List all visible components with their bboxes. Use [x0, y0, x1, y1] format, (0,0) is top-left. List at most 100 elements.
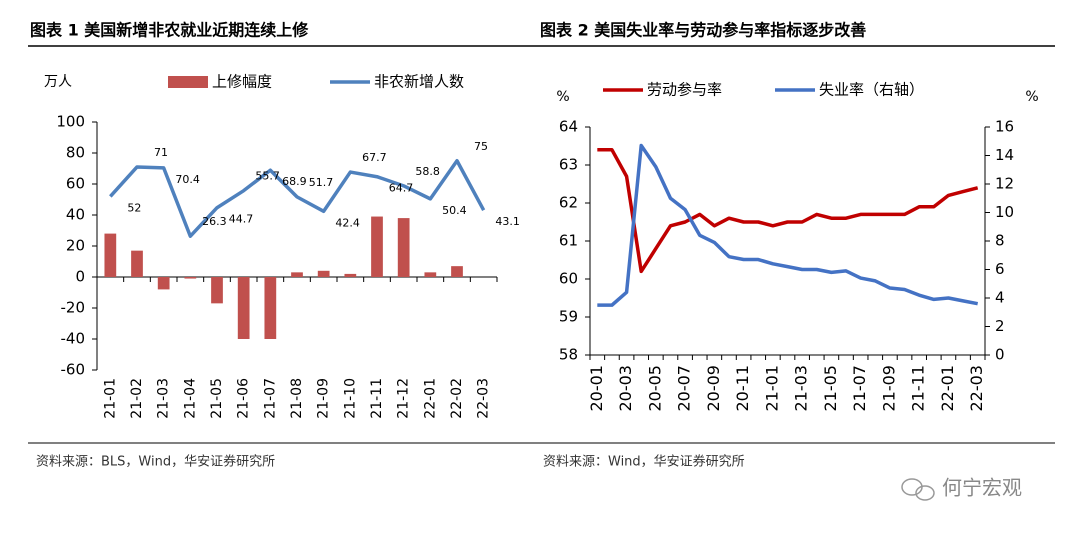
y-tick-label: 40	[66, 206, 85, 224]
y-tick-label: 0	[75, 268, 85, 286]
data-label: 71	[154, 146, 168, 159]
y-tick-label: -60	[61, 361, 86, 379]
bar	[211, 277, 223, 304]
x-tick-label: 20-01	[587, 365, 606, 412]
data-label: 75	[474, 140, 488, 153]
y-tick-label: 60	[559, 270, 578, 288]
x-tick-label: 21-07	[262, 378, 278, 419]
chart-title: 图表 2 美国失业率与劳动参与率指标逐步改善	[540, 21, 866, 40]
legend-swatch	[168, 76, 208, 88]
watermark: 何宁宏观	[942, 476, 1022, 500]
data-label: 26.3	[202, 215, 227, 228]
y-tick-label: 64	[559, 118, 578, 136]
x-tick-label: 21-01	[102, 378, 118, 419]
y-tick-label: 58	[559, 346, 578, 364]
x-tick-label: 20-03	[616, 365, 635, 412]
data-label: 51.7	[309, 176, 334, 189]
data-label: 44.7	[229, 213, 254, 226]
y-tick-label: 100	[56, 113, 85, 131]
x-tick-label: 21-11	[909, 365, 928, 412]
y-tick-label: 59	[559, 308, 578, 326]
data-label: 70.4	[175, 173, 200, 186]
bar	[344, 273, 357, 277]
data-label: 68.9	[282, 175, 307, 188]
x-tick-label: 22-02	[449, 378, 465, 419]
x-tick-label: 20-11	[733, 365, 752, 412]
y-tick-label: 20	[66, 237, 85, 255]
line	[597, 148, 979, 274]
y2-tick-label: 16	[995, 118, 1014, 136]
bar	[184, 277, 197, 279]
y-tick-label: 63	[559, 156, 578, 174]
bar	[104, 233, 117, 277]
bar	[131, 250, 143, 277]
y2-tick-label: 4	[995, 289, 1005, 307]
y-tick-label: 61	[559, 232, 578, 250]
y2-tick-label: 8	[995, 232, 1005, 250]
x-tick-label: 21-09	[879, 365, 898, 412]
bar	[237, 277, 250, 339]
bar	[291, 272, 303, 277]
y-tick-label: -20	[61, 299, 86, 317]
y2-axis-label: %	[1025, 89, 1038, 105]
x-tick-label: 21-01	[762, 365, 781, 412]
legend-label: 上修幅度	[212, 73, 272, 91]
watermark-icon	[901, 478, 935, 501]
x-tick-label: 20-09	[704, 365, 723, 412]
y2-tick-label: 10	[995, 203, 1014, 221]
source: 资料来源：Wind，华安证券研究所	[543, 454, 745, 470]
y-axis-label: 万人	[44, 74, 72, 90]
x-tick-label: 22-01	[422, 378, 438, 419]
x-tick-label: 21-07	[850, 365, 869, 412]
y-tick-label: 62	[559, 194, 578, 212]
data-label: 42.4	[335, 216, 360, 229]
data-label: 50.4	[442, 204, 467, 217]
bar	[317, 270, 330, 277]
y2-tick-label: 12	[995, 175, 1014, 193]
x-tick-label: 21-03	[156, 378, 172, 419]
y2-tick-label: 14	[995, 146, 1014, 164]
y2-tick-label: 2	[995, 317, 1005, 335]
x-tick-label: 21-04	[182, 378, 198, 419]
y-axis-label: %	[556, 89, 569, 105]
line	[109, 159, 486, 238]
legend-label: 失业率（右轴）	[819, 81, 924, 99]
x-tick-label: 21-02	[129, 378, 145, 419]
data-label: 58.8	[415, 165, 440, 178]
source: 资料来源：BLS，Wind，华安证券研究所	[36, 454, 275, 470]
data-label: 64.7	[389, 182, 414, 195]
data-label: 43.1	[495, 215, 520, 228]
bar	[264, 277, 277, 339]
chart-title: 图表 1 美国新增非农就业近期连续上修	[30, 21, 309, 40]
y2-tick-label: 6	[995, 260, 1005, 278]
x-tick-label: 21-05	[821, 365, 840, 412]
x-tick-label: 22-03	[476, 378, 492, 419]
x-tick-label: 21-03	[792, 365, 811, 412]
bar	[397, 218, 410, 277]
x-tick-label: 21-08	[289, 378, 305, 419]
line	[597, 143, 979, 307]
data-label: 67.7	[362, 151, 387, 164]
y-tick-label: 80	[66, 144, 85, 162]
x-tick-label: 21-05	[209, 378, 225, 419]
x-tick-label: 21-11	[369, 378, 385, 419]
y2-tick-label: 0	[995, 346, 1005, 364]
data-label: 52	[127, 201, 141, 214]
x-tick-label: 21-09	[316, 378, 332, 419]
x-tick-label: 22-01	[938, 365, 957, 412]
x-tick-label: 20-05	[645, 365, 664, 412]
x-tick-label: 21-12	[396, 378, 412, 419]
bar	[371, 216, 383, 277]
y-tick-label: -40	[61, 330, 86, 348]
x-tick-label: 21-06	[236, 378, 252, 419]
x-tick-label: 22-03	[967, 365, 986, 412]
x-tick-label: 20-07	[675, 365, 694, 412]
data-label: 55.7	[255, 170, 280, 183]
y-tick-label: 60	[66, 175, 85, 193]
x-tick-label: 21-10	[342, 378, 358, 419]
bar	[424, 272, 437, 277]
legend-label: 劳动参与率	[647, 81, 722, 99]
bar	[451, 266, 463, 277]
bar	[157, 277, 170, 290]
